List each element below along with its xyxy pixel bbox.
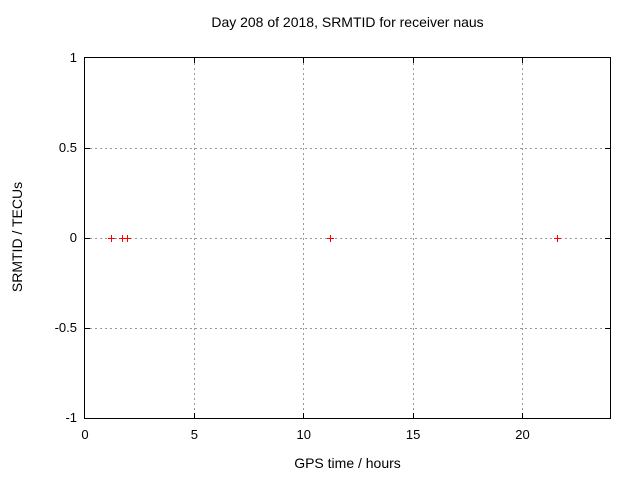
y-tick-label: -0.5	[54, 320, 77, 335]
x-tick-label: 10	[296, 427, 311, 442]
y-tick-mark-left	[85, 147, 90, 149]
x-tick-mark-top	[412, 58, 414, 63]
x-tick-label: 0	[81, 427, 89, 442]
data-point-marker	[123, 234, 131, 242]
y-tick-label: 0.5	[58, 140, 77, 155]
chart-title: Day 208 of 2018, SRMTID for receiver nau…	[211, 14, 484, 30]
y-tick-mark-right	[605, 147, 610, 149]
x-tick-mark-top	[303, 58, 305, 63]
x-tick-label: 15	[405, 427, 421, 442]
y-tick-label: 1	[69, 50, 77, 65]
data-point-marker	[326, 234, 334, 242]
x-tick-mark-bottom	[303, 413, 305, 418]
x-tick-mark-top	[193, 58, 195, 63]
plot-area	[84, 57, 611, 419]
marker-vbar	[111, 234, 113, 242]
y-tick-mark-left	[85, 237, 90, 239]
y-gridline	[85, 237, 610, 239]
x-axis-title: GPS time / hours	[294, 455, 401, 471]
x-tick-mark-bottom	[193, 413, 195, 418]
y-tick-label: -1	[65, 410, 77, 425]
x-tick-mark-top	[522, 58, 523, 63]
y-tick-mark-left	[85, 327, 90, 329]
marker-vbar	[557, 234, 558, 242]
y-gridline	[85, 147, 610, 149]
x-tick-mark-bottom	[412, 413, 414, 418]
y-tick-label: 0	[69, 230, 77, 245]
x-tick-label: 5	[190, 427, 198, 442]
data-point-marker	[118, 234, 126, 242]
y-gridline	[85, 327, 610, 329]
x-tick-mark-bottom	[522, 413, 523, 418]
marker-vbar	[329, 234, 331, 242]
y-tick-mark-right	[605, 237, 610, 239]
x-tick-label: 20	[515, 427, 530, 442]
marker-vbar	[121, 234, 123, 242]
data-point-marker	[554, 234, 561, 242]
data-point-marker	[108, 234, 116, 242]
marker-vbar	[126, 234, 128, 242]
y-tick-mark-right	[605, 327, 610, 329]
